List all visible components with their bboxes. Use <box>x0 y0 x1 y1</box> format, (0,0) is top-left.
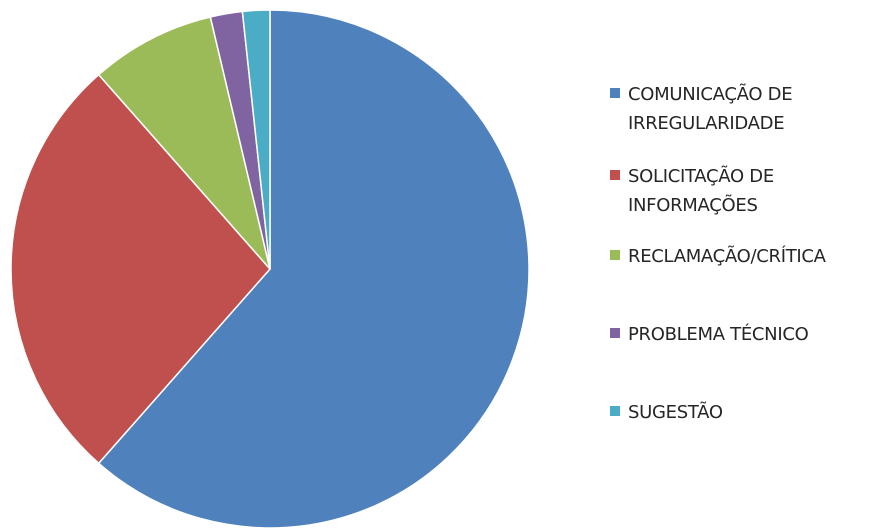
legend-swatch-reclamacao <box>610 250 620 260</box>
legend-swatch-problema <box>610 328 620 338</box>
pie-slice-reclamacao <box>97 16 271 270</box>
legend-label-comunicacao: COMUNICAÇÃO DE IRREGULARIDADE <box>628 84 793 134</box>
pie-slice-sugestao <box>241 9 271 270</box>
pie-slice-comunicacao <box>97 9 530 528</box>
legend-item-comunicacao: COMUNICAÇÃO DE IRREGULARIDADE <box>610 80 868 138</box>
legend-item-solicitacao: SOLICITAÇÃO DE INFORMAÇÕES <box>610 162 868 220</box>
legend-label-solicitacao: SOLICITAÇÃO DE INFORMAÇÕES <box>628 166 774 216</box>
pie-slice-solicitacao <box>10 73 271 465</box>
legend-item-problema: PROBLEMA TÉCNICO <box>610 320 868 349</box>
legend-swatch-solicitacao <box>610 170 620 180</box>
legend-swatch-sugestao <box>610 406 620 416</box>
legend-item-reclamacao: RECLAMAÇÃO/CRÍTICA <box>610 242 868 271</box>
legend-label-reclamacao: RECLAMAÇÃO/CRÍTICA <box>628 246 826 267</box>
legend-item-sugestao: SUGESTÃO <box>610 398 868 427</box>
legend-swatch-comunicacao <box>610 88 620 98</box>
legend-label-sugestao: SUGESTÃO <box>628 402 723 423</box>
legend-label-problema: PROBLEMA TÉCNICO <box>628 324 809 345</box>
